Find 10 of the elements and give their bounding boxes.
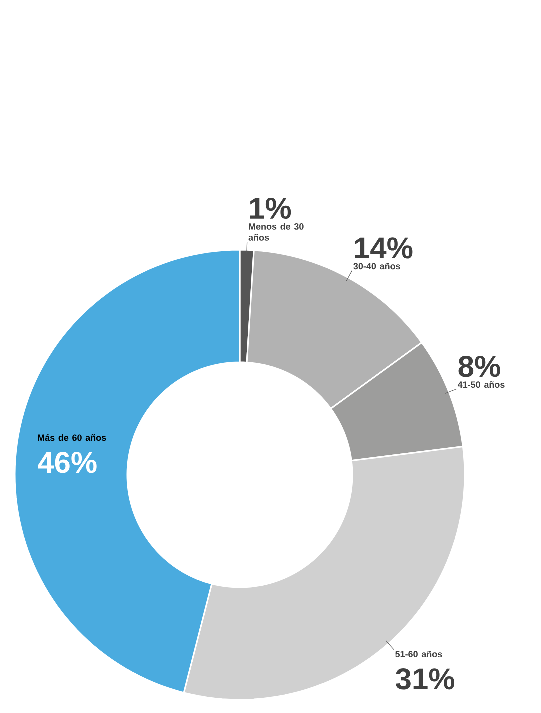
data-label: 1%	[250, 198, 292, 220]
data-label: 8%	[458, 356, 500, 378]
data-label: 31%	[396, 668, 455, 690]
slice-label: Más de 60 años	[38, 434, 106, 442]
data-label: 46%	[38, 452, 97, 474]
slice-label: 51-60 años	[396, 650, 442, 658]
data-label: 14%	[355, 238, 413, 259]
slice-label: Menos de 30 años	[248, 223, 304, 241]
slice-label: 41-50 años	[458, 381, 505, 388]
slice-label: 30-40 años	[354, 263, 400, 270]
